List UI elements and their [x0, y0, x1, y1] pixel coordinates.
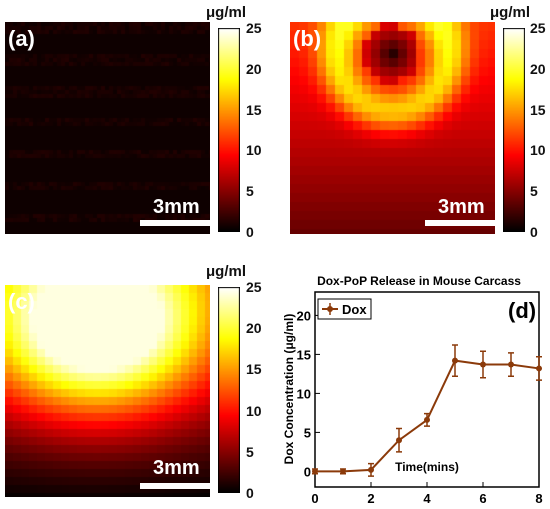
x-tick-label: 4 [423, 491, 431, 506]
panel-label-a: (a) [8, 26, 35, 52]
colorbar-a [218, 28, 240, 232]
legend-marker [327, 306, 333, 312]
scale-bar-c [140, 483, 210, 489]
plot-area [315, 292, 539, 487]
heatmap-b: (b) 3mm [290, 22, 495, 234]
colorbar-tick-label: 5 [530, 183, 538, 199]
colorbar-tick-label: 20 [246, 61, 262, 77]
panel-label-c: (c) [8, 289, 35, 315]
colorbar-tick-label: 15 [530, 102, 546, 118]
scale-bar-a [140, 220, 210, 226]
x-axis-label: Time(mins) [395, 460, 459, 474]
panel-label-b: (b) [293, 26, 321, 52]
y-tick-label: 10 [297, 386, 311, 401]
y-tick-label: 5 [304, 425, 311, 440]
y-tick-label: 20 [297, 308, 311, 323]
heatmap-c: (c) 3mm [5, 285, 210, 497]
colorbar-tick-label: 5 [246, 444, 254, 460]
colorbar-tick-label: 10 [246, 142, 262, 158]
colorbar-tick-label: 0 [246, 485, 254, 501]
data-point [396, 437, 402, 443]
y-axis-label: Dox Concentration (μg/ml) [282, 314, 296, 465]
colorbar-tick-label: 25 [530, 20, 546, 36]
colorbar-c [218, 287, 240, 493]
colorbar-tick-label: 25 [246, 279, 262, 295]
x-tick-label: 0 [311, 491, 318, 506]
colorbar-tick-label: 10 [530, 142, 546, 158]
scale-label-b: 3mm [438, 196, 485, 219]
colorbar-tick-label: 25 [246, 20, 262, 36]
chart-title: Dox-PoP Release in Mouse Carcass [317, 274, 521, 288]
colorbar-unit-b: μg/ml [490, 4, 530, 21]
legend-label: Dox [342, 302, 367, 317]
colorbar-tick-label: 10 [246, 403, 262, 419]
data-point [368, 467, 374, 473]
y-tick-label: 0 [304, 464, 311, 479]
colorbar-unit-a: μg/ml [206, 4, 246, 21]
colorbar-c-canvas [218, 287, 240, 493]
colorbar-b [503, 28, 525, 232]
line-chart-d: Dox-PoP Release in Mouse Carcass (d) Dox… [280, 259, 550, 509]
y-tick-label: 15 [297, 347, 311, 362]
scale-bar-b [425, 220, 495, 226]
x-tick-label: 6 [479, 491, 486, 506]
data-point [452, 358, 458, 364]
data-point [312, 468, 318, 474]
colorbar-unit-c: μg/ml [206, 263, 246, 280]
x-tick-label: 2 [367, 491, 374, 506]
colorbar-tick-label: 20 [246, 320, 262, 336]
x-tick-label: 8 [535, 491, 542, 506]
colorbar-tick-label: 0 [246, 224, 254, 240]
colorbar-a-canvas [218, 28, 240, 232]
panel-label-d: (d) [508, 298, 536, 323]
data-point [480, 362, 486, 368]
data-point [536, 365, 542, 371]
colorbar-tick-label: 0 [530, 224, 538, 240]
heatmap-a: (a) 3mm [5, 22, 210, 234]
scale-label-a: 3mm [153, 196, 200, 219]
data-point [508, 362, 514, 368]
colorbar-tick-label: 15 [246, 102, 262, 118]
data-point [424, 417, 430, 423]
colorbar-tick-label: 5 [246, 183, 254, 199]
scale-label-c: 3mm [153, 457, 200, 480]
colorbar-b-canvas [503, 28, 525, 232]
colorbar-tick-label: 15 [246, 361, 262, 377]
data-point [340, 468, 346, 474]
colorbar-tick-label: 20 [530, 61, 546, 77]
